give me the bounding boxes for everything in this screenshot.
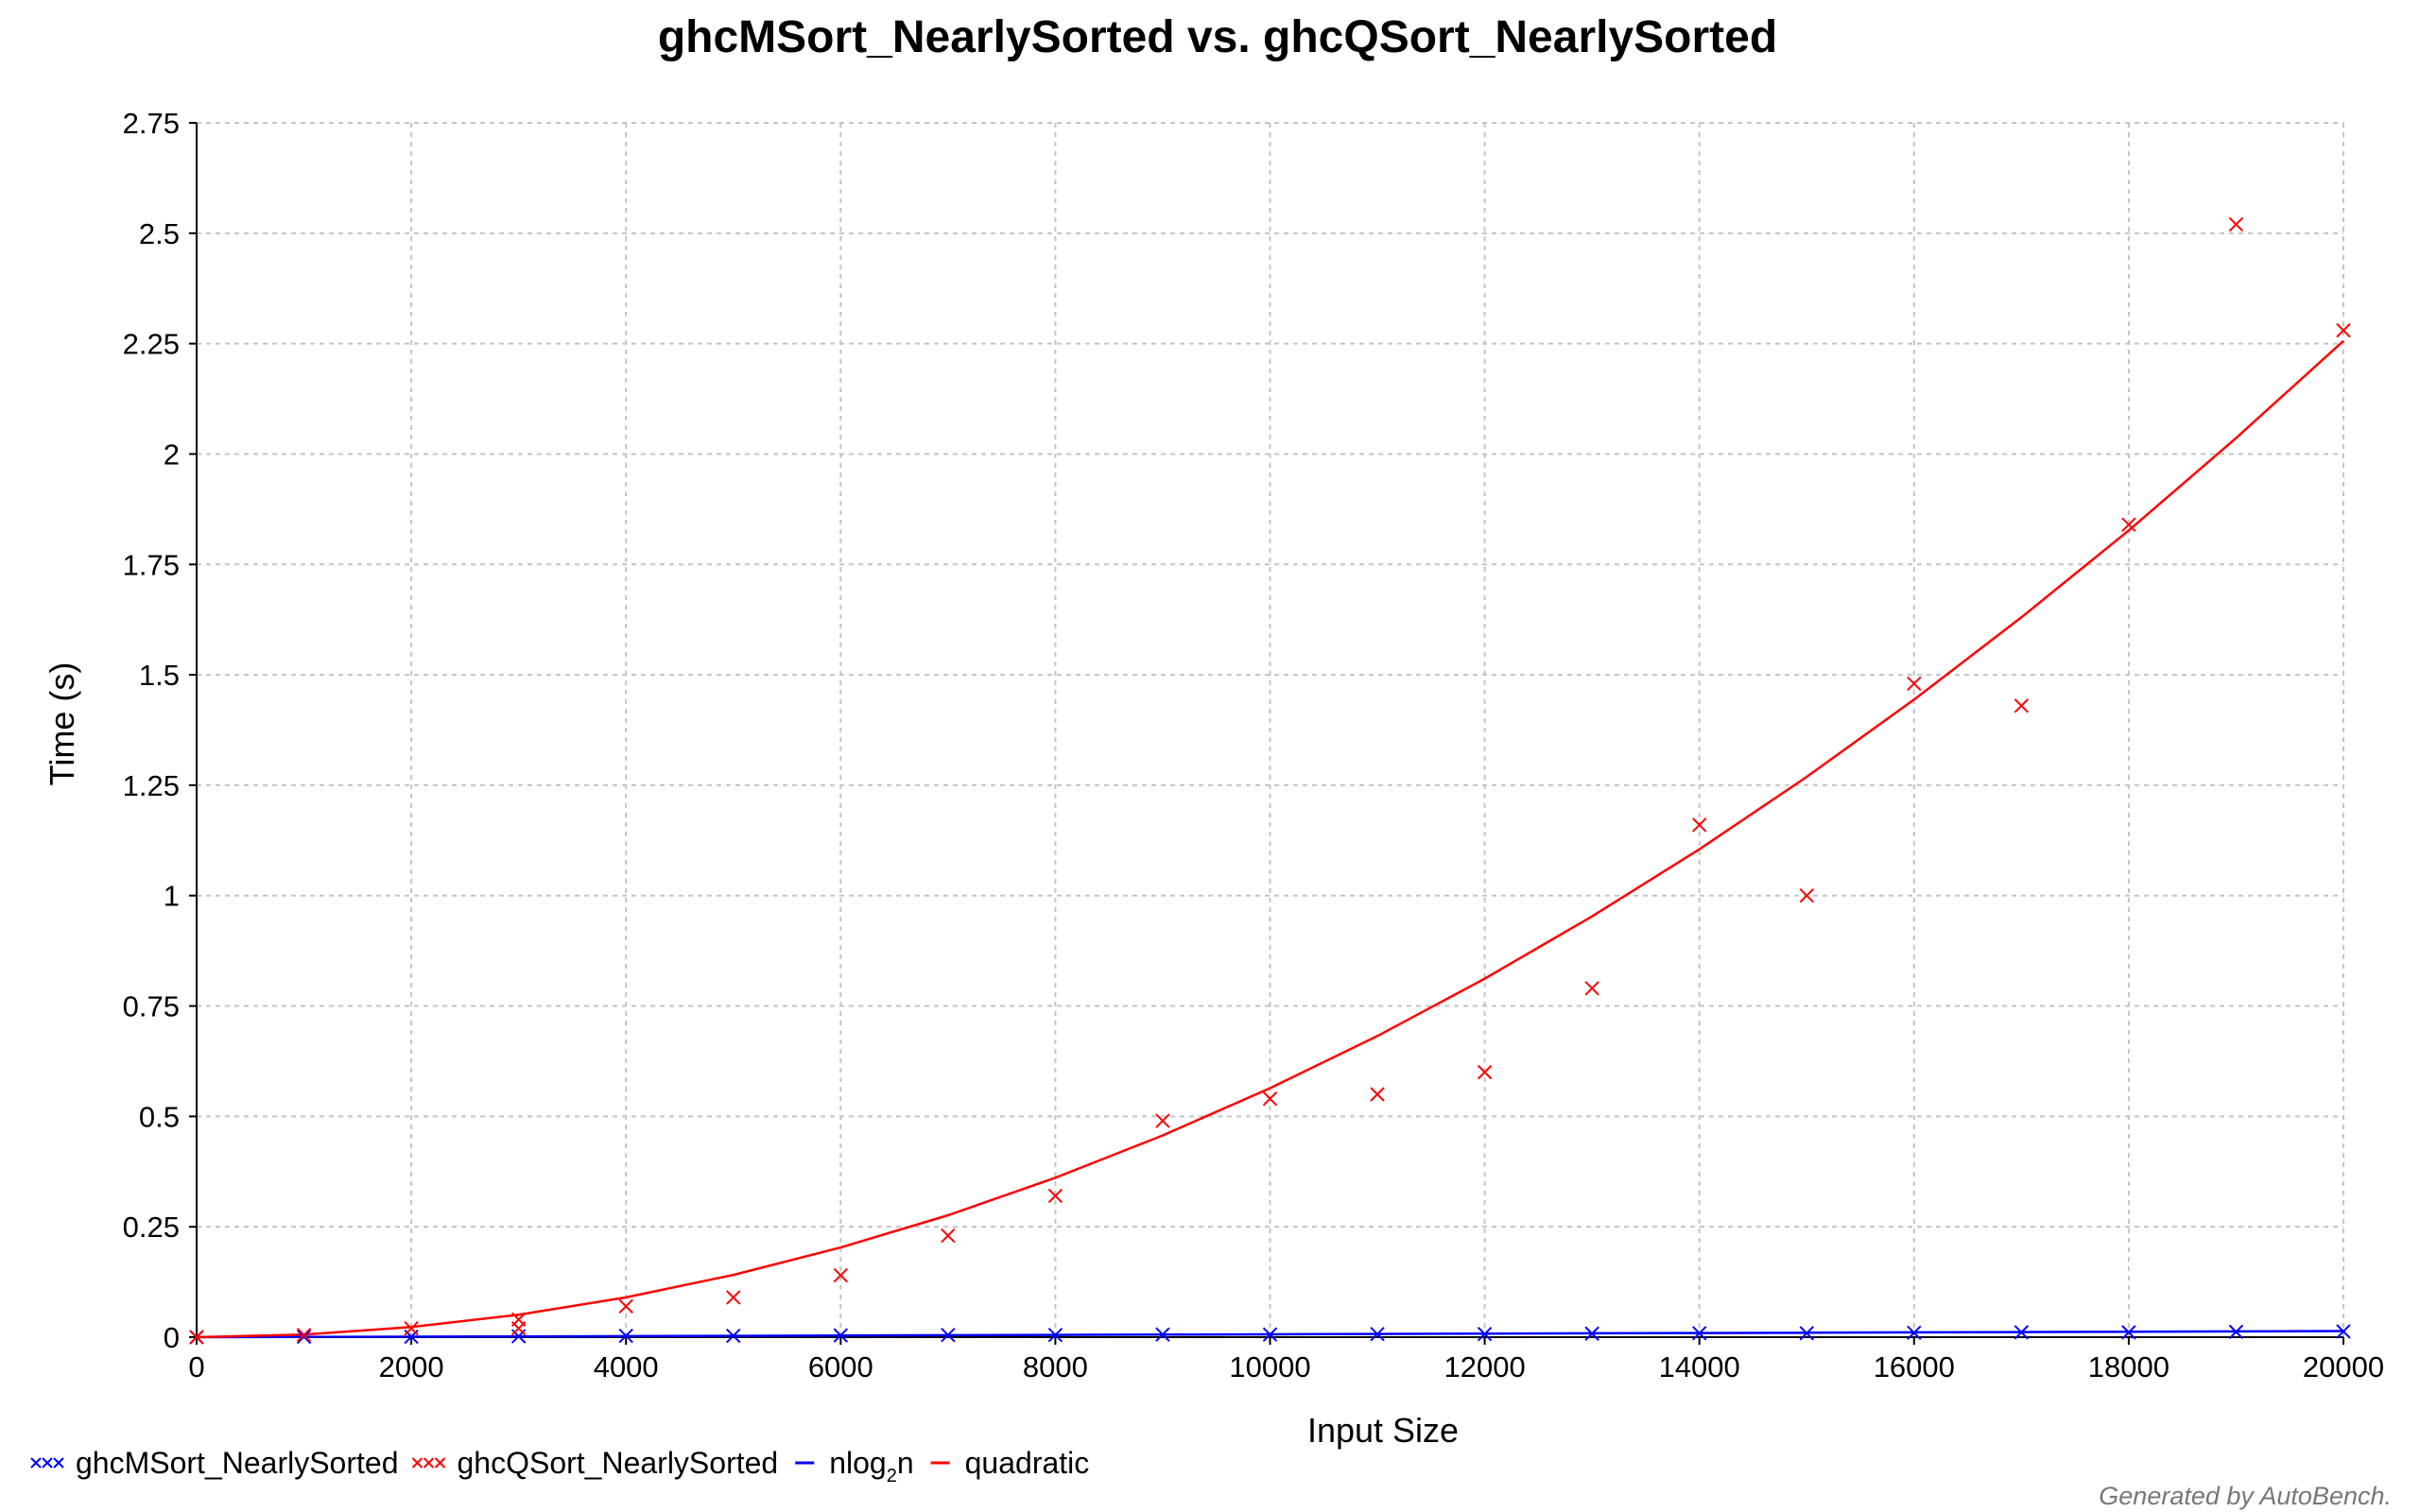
legend-label: ghcMSort_NearlySorted: [76, 1446, 398, 1480]
ghcqsort-nearlysorted-point: [2336, 322, 2351, 338]
tick-labels: 0 2000 4000 6000 8000 10000 12000 14000 16000 180…: [123, 107, 2384, 1383]
ghcqsort-nearlysorted-point: [941, 1228, 956, 1244]
ghcmsort-nearlysorted-point: [1477, 1327, 1493, 1342]
ghcqsort-nearlysorted-point: [404, 1320, 419, 1336]
y-tick-label: 0: [164, 1321, 180, 1354]
ghcmsort-nearlysorted-point: [941, 1327, 956, 1343]
y-tick-label: 2.25: [123, 328, 180, 361]
ghcmsort-nearlysorted-point: [1584, 1326, 1599, 1341]
x-tick-label: 20000: [2303, 1350, 2384, 1383]
ghcqsort-nearlysorted-point: [1477, 1064, 1493, 1080]
ghcqsort-nearlysorted-point: [2121, 517, 2136, 532]
ghcqsort-nearlysorted-point: [618, 1298, 633, 1314]
ghcmsort-nearlysorted-point: [1799, 1326, 1814, 1341]
chart-title: ghcMSort_NearlySorted vs. ghcQSort_Nearl…: [658, 12, 1777, 62]
x-tick-label: 12000: [1443, 1350, 1525, 1383]
ghcmsort-nearlysorted-point: [2014, 1325, 2030, 1340]
x-tick-label: 8000: [1023, 1350, 1088, 1383]
ghcmsort-nearlysorted-point: [1370, 1327, 1385, 1342]
legend-item-ghcqsort-nearlysorted: ghcQSort_NearlySorted: [411, 1446, 778, 1480]
ghcqsort-nearlysorted-point: [2228, 216, 2244, 232]
ghcmsort-nearlysorted-point: [1155, 1327, 1170, 1342]
ghcmsort-nearlysorted-point: [1907, 1325, 1922, 1341]
ghcmsort-nearlysorted-point: [1047, 1327, 1063, 1343]
plot-area: [189, 216, 2351, 1345]
legend-item-ghcmsort-nearlysorted: ghcMSort_NearlySorted: [30, 1446, 398, 1480]
y-tick-label: 2: [164, 438, 180, 471]
x-tick-label: 16000: [1874, 1350, 1955, 1383]
y-tick-label: 1: [164, 880, 180, 913]
ghcqsort-nearlysorted-point: [1584, 981, 1599, 996]
ghcqsort-nearlysorted-point: [1370, 1087, 1385, 1102]
ghcqsort-nearlysorted-point: [2014, 698, 2030, 713]
ghcmsort-nearlysorted-point: [296, 1329, 312, 1345]
y-tick-label: 1.75: [123, 548, 180, 581]
legend-label: nlog2n: [829, 1446, 913, 1486]
legend-label: quadratic: [965, 1446, 1090, 1480]
ghcqsort-nearlysorted-point: [833, 1267, 849, 1283]
ghcmsort-nearlysorted-point: [2336, 1324, 2351, 1339]
x-tick-label: 14000: [1659, 1350, 1740, 1383]
ghcqsort-nearlysorted-point: [1155, 1113, 1170, 1128]
legend-item-quadratic: quadratic: [930, 1446, 1090, 1480]
footer-credit: Generated by AutoBench.: [2099, 1482, 2392, 1510]
ghcmsort-nearlysorted-point: [726, 1328, 741, 1344]
ghcmsort-nearlysorted-point: [1691, 1326, 1707, 1341]
x-tick-label: 18000: [2088, 1350, 2169, 1383]
x-tick-label: 2000: [379, 1350, 444, 1383]
ghcqsort-nearlysorted-point: [1691, 817, 1707, 833]
y-tick-label: 1.25: [123, 769, 180, 802]
legend-label: ghcQSort_NearlySorted: [457, 1446, 778, 1480]
ghcqsort-nearlysorted-point: [1907, 676, 1922, 692]
x-tick-label: 0: [188, 1350, 204, 1383]
ghcqsort-nearlysorted-point: [296, 1327, 312, 1343]
ghcqsort-nearlysorted-point: [189, 1330, 204, 1345]
legend: ghcMSort_NearlySorted ghcQSort_NearlySort…: [30, 1446, 1090, 1486]
y-tick-label: 0.5: [139, 1100, 180, 1133]
ghcmsort-nearlysorted-point: [1262, 1327, 1278, 1342]
ghcqsort-nearlysorted-point: [726, 1290, 741, 1305]
ghcmsort-nearlysorted-point: [833, 1328, 849, 1343]
y-tick-label: 0.25: [123, 1211, 180, 1244]
ghcmsort-nearlysorted-point: [618, 1328, 633, 1344]
grid: [197, 122, 2344, 1337]
ghcqsort-nearlysorted-point: [1799, 888, 1814, 903]
x-axis-label: Input Size: [1307, 1411, 1459, 1450]
y-axis-label: Time (s): [43, 662, 81, 786]
ghcqsort-nearlysorted-point: [510, 1312, 527, 1328]
ghcmsort-nearlysorted-point: [2228, 1324, 2244, 1340]
ghcmsort-nearlysorted-point: [2121, 1325, 2136, 1340]
x-tick-label: 10000: [1229, 1350, 1310, 1383]
y-tick-label: 2.75: [123, 107, 180, 140]
y-tick-label: 1.5: [139, 659, 180, 692]
y-tick-label: 0.75: [123, 990, 180, 1023]
ghcqsort-nearlysorted-point: [1262, 1091, 1278, 1107]
x-tick-label: 4000: [594, 1350, 659, 1383]
y-tick-label: 2.5: [139, 217, 180, 250]
ghcqsort-nearlysorted-point: [1047, 1188, 1063, 1204]
x-tick-label: 6000: [808, 1350, 873, 1383]
quadratic-line: [196, 339, 2344, 1339]
legend-item-nlog-n: nlog2n: [795, 1446, 914, 1486]
